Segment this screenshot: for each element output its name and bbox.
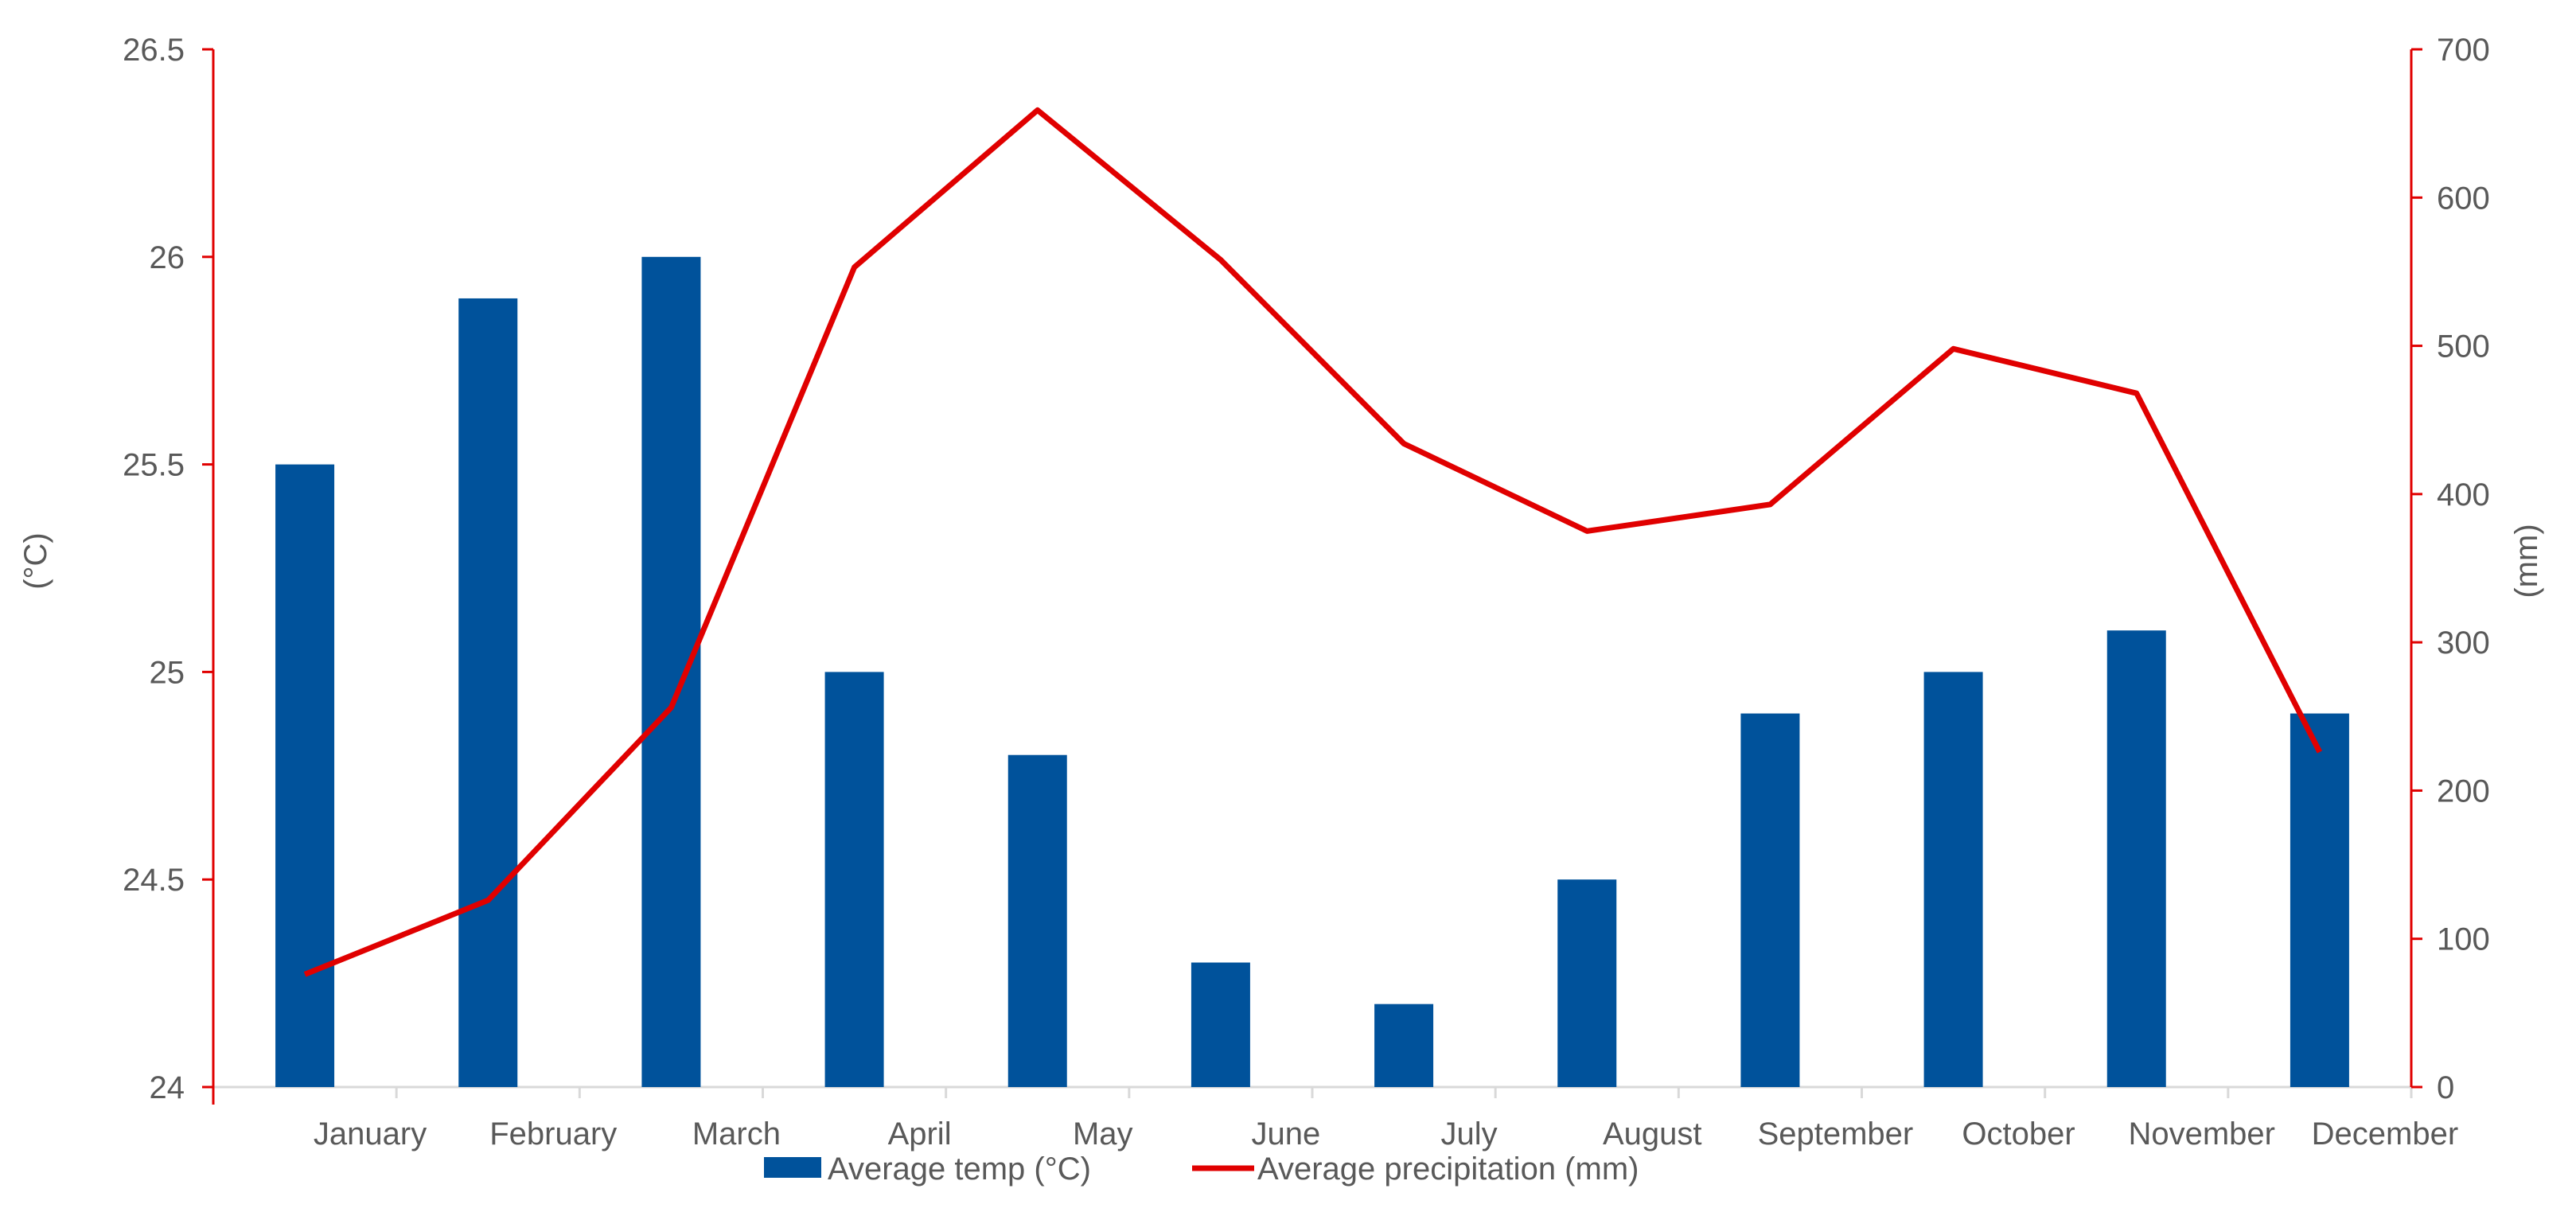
left-tick-label: 26 [150,240,185,275]
temp-bar [1191,962,1250,1087]
right-axis-title: (mm) [2509,524,2544,598]
left-tick-label: 24 [150,1070,185,1105]
right-tick-label: 700 [2437,33,2490,68]
temp-bar [641,256,701,1087]
category-label: September [1758,1117,1914,1152]
right-tick-label: 500 [2437,329,2490,364]
category-label: April [888,1117,952,1152]
category-label: August [1603,1117,1702,1152]
legend-line-label: Average precipitation (mm) [1257,1152,1639,1187]
temp-bar [1740,713,1800,1087]
left-axis-title: (°C) [18,532,53,590]
temp-bar [2106,630,2166,1087]
category-label: July [1441,1117,1498,1152]
left-tick-label: 25 [150,655,185,690]
precipitation-line [303,107,2323,977]
right-tick-label: 100 [2437,922,2490,957]
left-tick-label: 26.5 [123,33,185,68]
right-tick-label: 400 [2437,477,2490,512]
temp-bar [458,298,518,1088]
temp-bar [1923,672,1983,1087]
category-label: October [1962,1117,2075,1152]
category-label: December [2312,1117,2459,1152]
left-tick-label: 24.5 [123,863,185,898]
temp-bar [275,464,335,1087]
category-label: March [692,1117,781,1152]
legend-bar-label: Average temp (°C) [828,1152,1091,1187]
right-tick-label: 200 [2437,774,2490,809]
temp-bar [1007,754,1067,1087]
temp-bar [824,672,884,1087]
temp-bar [1374,1004,1434,1087]
legend-bar-swatch [764,1157,821,1178]
category-label: January [314,1117,427,1152]
temp-bar [1557,879,1617,1087]
right-tick-label: 300 [2437,625,2490,661]
temp-bar [2290,713,2349,1087]
category-label: June [1252,1117,1321,1152]
left-tick-label: 25.5 [123,448,185,483]
category-label: November [2128,1117,2275,1152]
category-label: February [489,1117,617,1152]
right-tick-label: 0 [2437,1070,2454,1105]
right-tick-label: 600 [2437,181,2490,216]
legend: Average temp (°C) Average precipitation … [764,1152,1639,1187]
category-label: May [1073,1117,1133,1152]
